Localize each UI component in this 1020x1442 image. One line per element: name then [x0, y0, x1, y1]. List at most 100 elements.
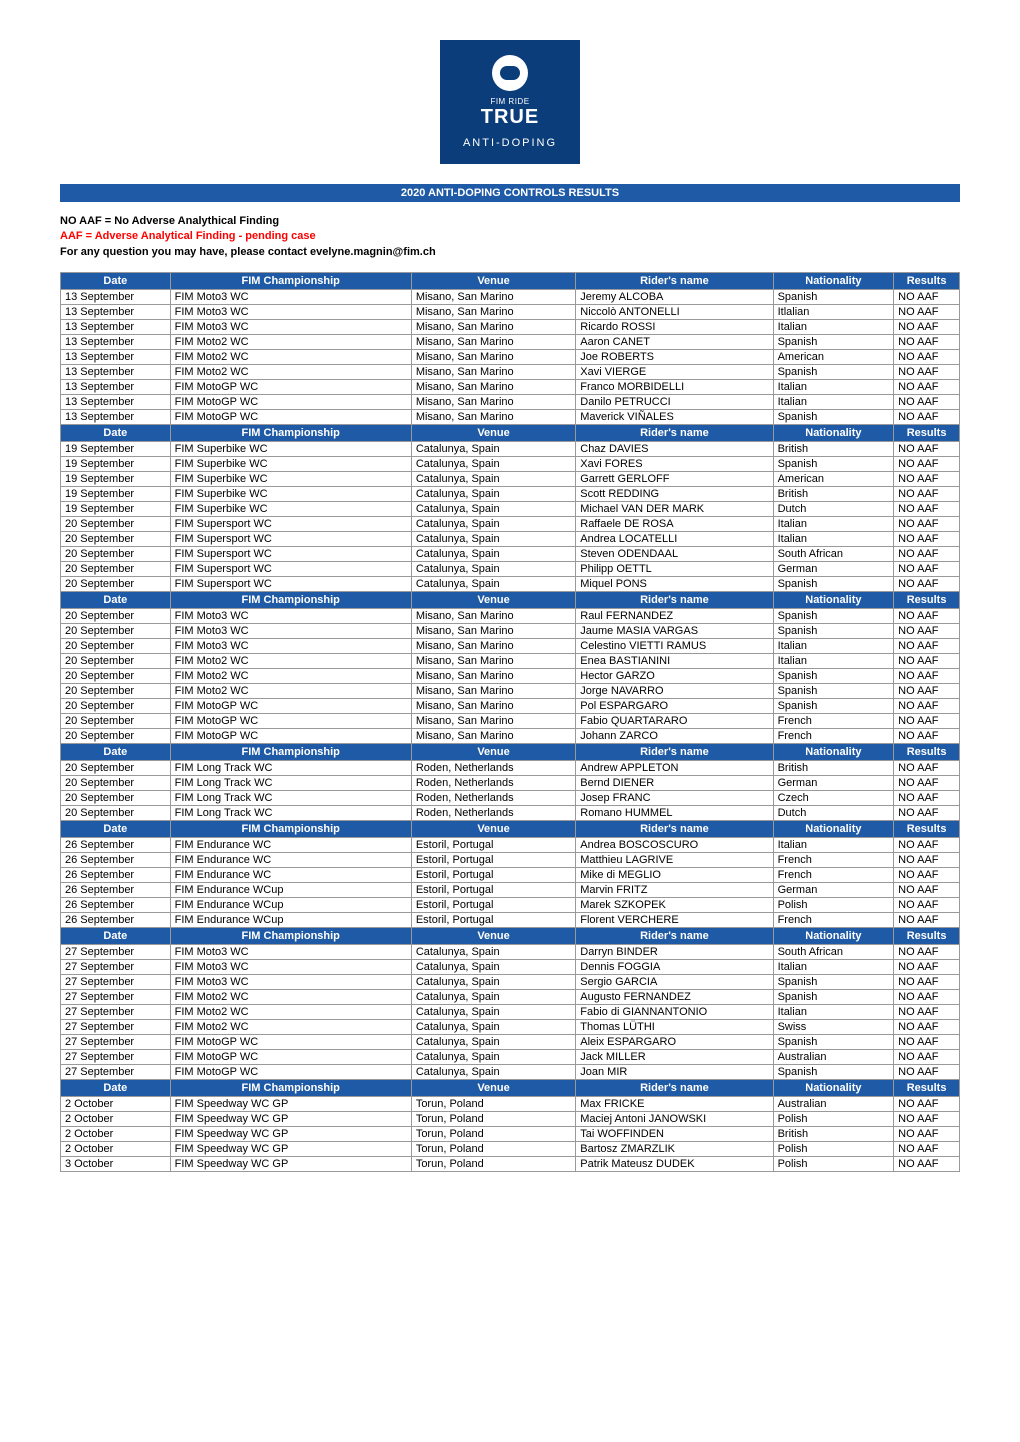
cell-res: NO AAF [894, 320, 960, 335]
cell-venue: Estoril, Portugal [411, 853, 575, 868]
cell-date: 27 September [61, 1020, 171, 1035]
table-row: 13 SeptemberFIM Moto2 WCMisano, San Mari… [61, 365, 960, 380]
col-header-venue: Venue [411, 821, 575, 838]
col-header-rider: Rider's name [576, 425, 773, 442]
col-header-date: Date [61, 1080, 171, 1097]
cell-rider: Steven ODENDAAL [576, 547, 773, 562]
cell-rider: Joan MIR [576, 1065, 773, 1080]
cell-champ: FIM Moto3 WC [170, 320, 411, 335]
table-row: 13 SeptemberFIM Moto3 WCMisano, San Mari… [61, 320, 960, 335]
cell-venue: Misano, San Marino [411, 654, 575, 669]
cell-champ: FIM Moto3 WC [170, 945, 411, 960]
table-row: 19 SeptemberFIM Superbike WCCatalunya, S… [61, 487, 960, 502]
cell-champ: FIM Moto3 WC [170, 290, 411, 305]
cell-rider: Andrea BOSCOSCURO [576, 838, 773, 853]
cell-res: NO AAF [894, 853, 960, 868]
cell-date: 20 September [61, 532, 171, 547]
table-row: 27 SeptemberFIM Moto3 WCCatalunya, Spain… [61, 960, 960, 975]
col-header-nationality: Nationality [773, 273, 894, 290]
cell-venue: Catalunya, Spain [411, 532, 575, 547]
cell-nat: Italian [773, 1005, 894, 1020]
cell-nat: Italian [773, 532, 894, 547]
logo-circle [492, 55, 528, 91]
col-header-date: Date [61, 928, 171, 945]
col-header-nationality: Nationality [773, 425, 894, 442]
cell-champ: FIM Moto3 WC [170, 609, 411, 624]
fim-logo: FIM RIDE TRUE ANTI-DOPING [440, 40, 580, 164]
col-header-venue: Venue [411, 273, 575, 290]
cell-date: 2 October [61, 1097, 171, 1112]
cell-res: NO AAF [894, 898, 960, 913]
table-row: 20 SeptemberFIM Moto2 WCMisano, San Mari… [61, 654, 960, 669]
cell-rider: Florent VERCHERE [576, 913, 773, 928]
cell-res: NO AAF [894, 975, 960, 990]
cell-nat: Italian [773, 517, 894, 532]
cell-rider: Bartosz ZMARZLIK [576, 1142, 773, 1157]
cell-date: 20 September [61, 776, 171, 791]
cell-date: 20 September [61, 654, 171, 669]
legend-noaaf: NO AAF = No Adverse Analythical Finding [60, 214, 960, 229]
cell-res: NO AAF [894, 1097, 960, 1112]
cell-date: 20 September [61, 699, 171, 714]
cell-rider: Danilo PETRUCCI [576, 395, 773, 410]
cell-rider: Johann ZARCO [576, 729, 773, 744]
table-row: 13 SeptemberFIM Moto2 WCMisano, San Mari… [61, 335, 960, 350]
table-row: 13 SeptemberFIM MotoGP WCMisano, San Mar… [61, 380, 960, 395]
cell-date: 27 September [61, 1050, 171, 1065]
col-header-rider: Rider's name [576, 928, 773, 945]
col-header-rider: Rider's name [576, 273, 773, 290]
page-title: 2020 ANTI-DOPING CONTROLS RESULTS [60, 184, 960, 202]
cell-champ: FIM MotoGP WC [170, 1035, 411, 1050]
table-row: 27 SeptemberFIM MotoGP WCCatalunya, Spai… [61, 1050, 960, 1065]
cell-rider: Ricardo ROSSI [576, 320, 773, 335]
table-row: 20 SeptemberFIM MotoGP WCMisano, San Mar… [61, 729, 960, 744]
cell-venue: Misano, San Marino [411, 395, 575, 410]
cell-date: 27 September [61, 960, 171, 975]
cell-champ: FIM MotoGP WC [170, 380, 411, 395]
cell-champ: FIM Moto2 WC [170, 654, 411, 669]
cell-date: 3 October [61, 1157, 171, 1172]
cell-venue: Catalunya, Spain [411, 547, 575, 562]
table-row: 20 SeptemberFIM Moto3 WCMisano, San Mari… [61, 624, 960, 639]
cell-res: NO AAF [894, 960, 960, 975]
col-header-nationality: Nationality [773, 1080, 894, 1097]
cell-champ: FIM Moto2 WC [170, 684, 411, 699]
cell-champ: FIM Supersport WC [170, 547, 411, 562]
cell-date: 20 September [61, 806, 171, 821]
cell-date: 13 September [61, 350, 171, 365]
cell-venue: Catalunya, Spain [411, 502, 575, 517]
cell-date: 20 September [61, 624, 171, 639]
col-header-rider: Rider's name [576, 1080, 773, 1097]
cell-rider: Jaume MASIA VARGAS [576, 624, 773, 639]
cell-champ: FIM MotoGP WC [170, 729, 411, 744]
cell-rider: Bernd DIENER [576, 776, 773, 791]
cell-nat: South African [773, 945, 894, 960]
cell-champ: FIM MotoGP WC [170, 410, 411, 425]
cell-date: 20 September [61, 669, 171, 684]
cell-champ: FIM Moto2 WC [170, 1020, 411, 1035]
cell-res: NO AAF [894, 714, 960, 729]
cell-champ: FIM Moto3 WC [170, 305, 411, 320]
col-header-nationality: Nationality [773, 928, 894, 945]
cell-res: NO AAF [894, 761, 960, 776]
cell-date: 13 September [61, 410, 171, 425]
cell-res: NO AAF [894, 868, 960, 883]
cell-venue: Catalunya, Spain [411, 517, 575, 532]
cell-nat: Spanish [773, 410, 894, 425]
table-row: 20 SeptemberFIM Supersport WCCatalunya, … [61, 562, 960, 577]
cell-res: NO AAF [894, 1050, 960, 1065]
cell-venue: Misano, San Marino [411, 350, 575, 365]
table-row: 20 SeptemberFIM Long Track WCRoden, Neth… [61, 806, 960, 821]
table-row: 20 SeptemberFIM Long Track WCRoden, Neth… [61, 776, 960, 791]
col-header-results: Results [894, 273, 960, 290]
cell-res: NO AAF [894, 532, 960, 547]
cell-champ: FIM Superbike WC [170, 502, 411, 517]
cell-champ: FIM Moto3 WC [170, 624, 411, 639]
table-row: 13 SeptemberFIM MotoGP WCMisano, San Mar… [61, 410, 960, 425]
cell-nat: Spanish [773, 1065, 894, 1080]
cell-rider: Tai WOFFINDEN [576, 1127, 773, 1142]
cell-nat: Polish [773, 898, 894, 913]
col-header-results: Results [894, 821, 960, 838]
cell-date: 13 September [61, 290, 171, 305]
table-row: 20 SeptemberFIM Supersport WCCatalunya, … [61, 547, 960, 562]
